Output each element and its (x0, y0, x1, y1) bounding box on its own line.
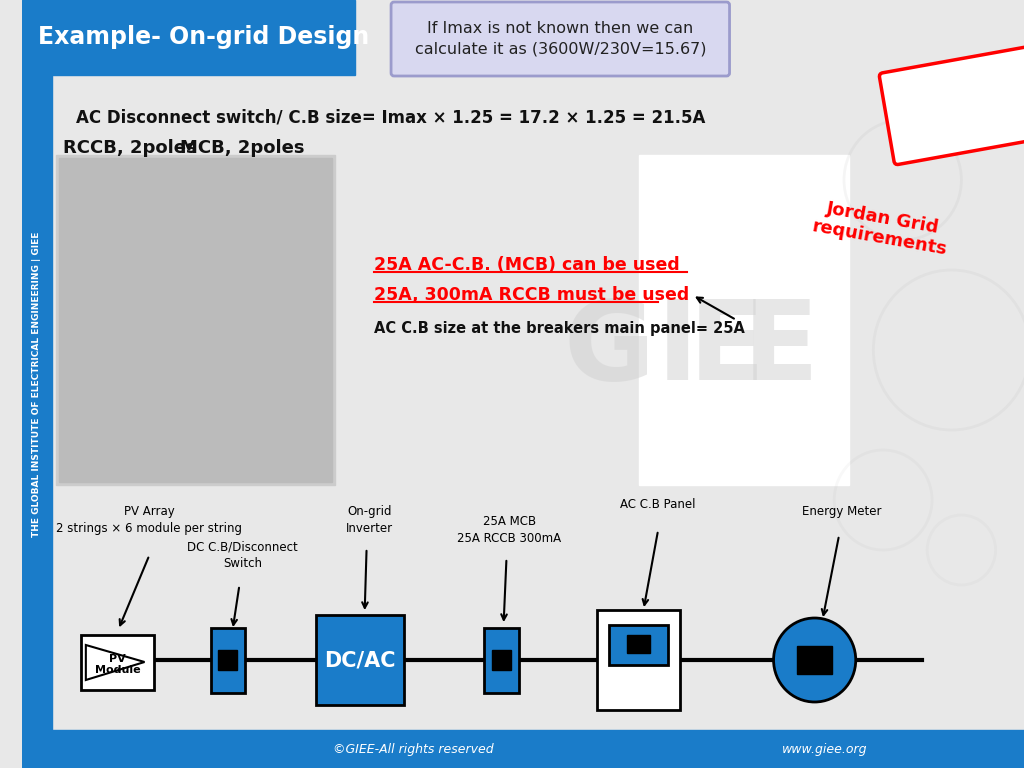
Text: G: G (563, 296, 654, 403)
Text: THE GLOBAL INSTITUTE OF ELECTRICAL ENGINEERING | GIEE: THE GLOBAL INSTITUTE OF ELECTRICAL ENGIN… (33, 231, 41, 537)
Text: PV
Module: PV Module (95, 654, 140, 675)
Text: I: I (657, 296, 698, 403)
Bar (627, 635, 650, 653)
Text: www.giee.org: www.giee.org (781, 743, 867, 756)
Bar (492, 650, 511, 670)
Text: PV Array
2 strings × 6 module per string: PV Array 2 strings × 6 module per string (56, 505, 243, 535)
Text: ©GIEE-All rights reserved: ©GIEE-All rights reserved (333, 743, 494, 756)
FancyBboxPatch shape (391, 2, 729, 76)
Text: E: E (688, 296, 765, 403)
Bar (23, 0, 51, 768)
Text: 25A AC-C.B. (MCB) can be used: 25A AC-C.B. (MCB) can be used (375, 256, 680, 274)
Bar (211, 627, 245, 693)
Bar (597, 610, 680, 710)
Bar (218, 650, 238, 670)
Bar (609, 625, 668, 665)
Bar (23, 730, 1024, 768)
Text: AC C.B size at the breakers main panel= 25A: AC C.B size at the breakers main panel= … (375, 320, 745, 336)
Text: AC C.B Panel: AC C.B Panel (621, 498, 696, 511)
Bar (59, 158, 333, 482)
Text: 25A, 300mA RCCB must be used: 25A, 300mA RCCB must be used (375, 286, 690, 304)
Text: AC Disconnect switch/ C.B size= Imax × 1.25 = 17.2 × 1.25 = 21.5A: AC Disconnect switch/ C.B size= Imax × 1… (76, 109, 706, 127)
Circle shape (773, 618, 856, 702)
Bar (315, 615, 403, 705)
Text: Jordan Grid
requirements: Jordan Grid requirements (810, 197, 952, 259)
Text: On-grid
Inverter: On-grid Inverter (346, 505, 393, 535)
Bar (484, 627, 519, 693)
Bar (797, 646, 833, 674)
Text: Energy Meter: Energy Meter (802, 505, 882, 518)
Polygon shape (86, 645, 144, 680)
Text: Example- On-grid Design: Example- On-grid Design (38, 25, 369, 49)
Text: DC/AC: DC/AC (324, 650, 395, 670)
Bar (56, 155, 335, 485)
Bar (81, 635, 155, 690)
Text: DC C.B/Disconnect
Switch: DC C.B/Disconnect Switch (187, 540, 298, 570)
Text: MCB, 2poles: MCB, 2poles (180, 139, 304, 157)
Bar (639, 155, 849, 485)
Text: If Imax is not known then we can
calculate it as (3600W/230V=15.67): If Imax is not known then we can calcula… (415, 21, 707, 57)
Text: RCCB, 2poles: RCCB, 2poles (63, 139, 197, 157)
Text: 25A MCB
25A RCCB 300mA: 25A MCB 25A RCCB 300mA (458, 515, 561, 545)
Bar (51, 0, 355, 75)
Text: E: E (742, 296, 818, 403)
FancyBboxPatch shape (880, 41, 1024, 164)
